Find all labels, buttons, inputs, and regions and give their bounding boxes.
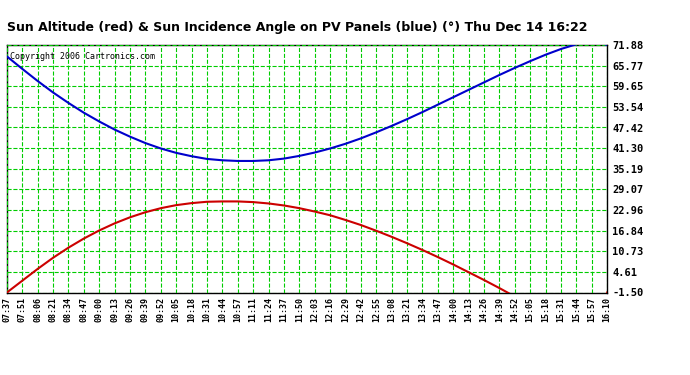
Text: Copyright 2006 Cartronics.com: Copyright 2006 Cartronics.com	[10, 53, 155, 62]
Text: Sun Altitude (red) & Sun Incidence Angle on PV Panels (blue) (°) Thu Dec 14 16:2: Sun Altitude (red) & Sun Incidence Angle…	[7, 21, 587, 34]
